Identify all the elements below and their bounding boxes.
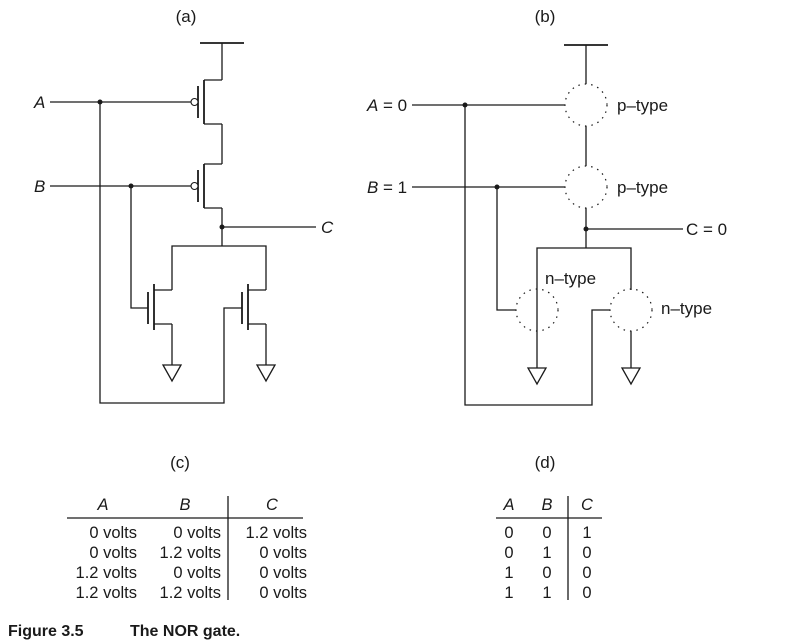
nmos-transistor-1 [147, 284, 173, 365]
gate-b-wire [130, 186, 148, 309]
panel-d-label: (d) [535, 453, 556, 472]
table-c-cell: 0 volts [89, 524, 137, 542]
gate-a-wire [99, 102, 242, 404]
nmos-transistor-2 [241, 284, 267, 365]
input-label-a: A [366, 96, 378, 115]
table-c-header-c: C [266, 496, 278, 514]
table-d-cell: 0 [542, 564, 551, 582]
pmos-transistor-2 [190, 163, 222, 209]
panel-b: (b) p–type p–type C = 0 A = 0 B = 1 n–ty… [366, 7, 727, 406]
table-c-header-a: A [96, 496, 108, 514]
table-d-cell: 1 [542, 544, 551, 562]
panel-c-label: (c) [170, 453, 190, 472]
table-c-cell: 0 volts [173, 564, 221, 582]
table-d-header-a: A [502, 496, 514, 514]
table-c-cell: 0 volts [89, 544, 137, 562]
table-d-cell: 1 [504, 584, 513, 602]
n2-type-label: n–type [661, 299, 712, 318]
ground-icon [161, 364, 183, 383]
output-junction [583, 226, 589, 232]
nmos-transistor-2-off [609, 288, 653, 332]
table-c-cell: 0 volts [259, 544, 307, 562]
table-c-cell: 1.2 volts [160, 584, 221, 602]
panel-b-label: (b) [535, 7, 556, 26]
gate-a-wire [464, 105, 610, 406]
gate-b-wire [496, 187, 516, 311]
panel-c: (c) A B C 0 volts 0 volts 1.2 volts 0 vo… [67, 453, 307, 602]
pmos-transistor-2-off [564, 165, 608, 209]
table-d-cell: 1 [504, 564, 513, 582]
p1-type-label: p–type [617, 96, 668, 115]
figure-caption: Figure 3.5 The NOR gate. [8, 623, 240, 640]
table-c-cell: 1.2 volts [160, 544, 221, 562]
table-d-cell: 0 [504, 524, 513, 542]
input-label-b: B [34, 177, 45, 196]
table-d-cell: 1 [542, 584, 551, 602]
table-d-cell: 0 [582, 584, 591, 602]
table-c-cell: 0 volts [259, 564, 307, 582]
output-label-c: C = 0 [686, 220, 727, 239]
table-c-header-b: B [179, 496, 190, 514]
panel-a-label: (a) [176, 7, 197, 26]
table-c-cell: 0 volts [173, 524, 221, 542]
caption-number: Figure 3.5 [8, 623, 84, 640]
input-label-a: A [33, 93, 45, 112]
table-d-cell: 1 [582, 524, 591, 542]
pmos-transistor-1 [190, 79, 222, 125]
nmos-drain-bus [536, 247, 632, 290]
nmos-drain-bus [171, 245, 267, 290]
panel-d: (d) A B C 0 0 1 0 1 0 1 0 0 1 1 0 [496, 453, 602, 602]
table-d-cell: 0 [582, 564, 591, 582]
n1-type-label: n–type [545, 269, 596, 288]
input-label-b: B [367, 178, 378, 197]
table-c-cell: 0 volts [259, 584, 307, 602]
pmos-transistor-1-off [564, 83, 608, 127]
table-d-cell: 0 [504, 544, 513, 562]
table-d-cell: 0 [582, 544, 591, 562]
table-d-header-b: B [541, 496, 552, 514]
ground-icon [255, 364, 277, 383]
caption-title: The NOR gate. [130, 623, 240, 640]
table-d-header-c: C [581, 496, 593, 514]
table-d-cell: 0 [542, 524, 551, 542]
table-c-cell: 1.2 volts [76, 584, 137, 602]
ground-icon [526, 367, 548, 386]
table-c-cell: 1.2 volts [76, 564, 137, 582]
p2-type-label: p–type [617, 178, 668, 197]
panel-a: (a) C A B [33, 7, 334, 404]
ground-icon [620, 367, 642, 386]
input-a-value: = 0 [383, 96, 407, 115]
output-label-c: C [321, 218, 334, 237]
input-b-value: = 1 [383, 178, 407, 197]
output-junction [219, 224, 225, 230]
table-c-cell: 1.2 volts [246, 524, 307, 542]
